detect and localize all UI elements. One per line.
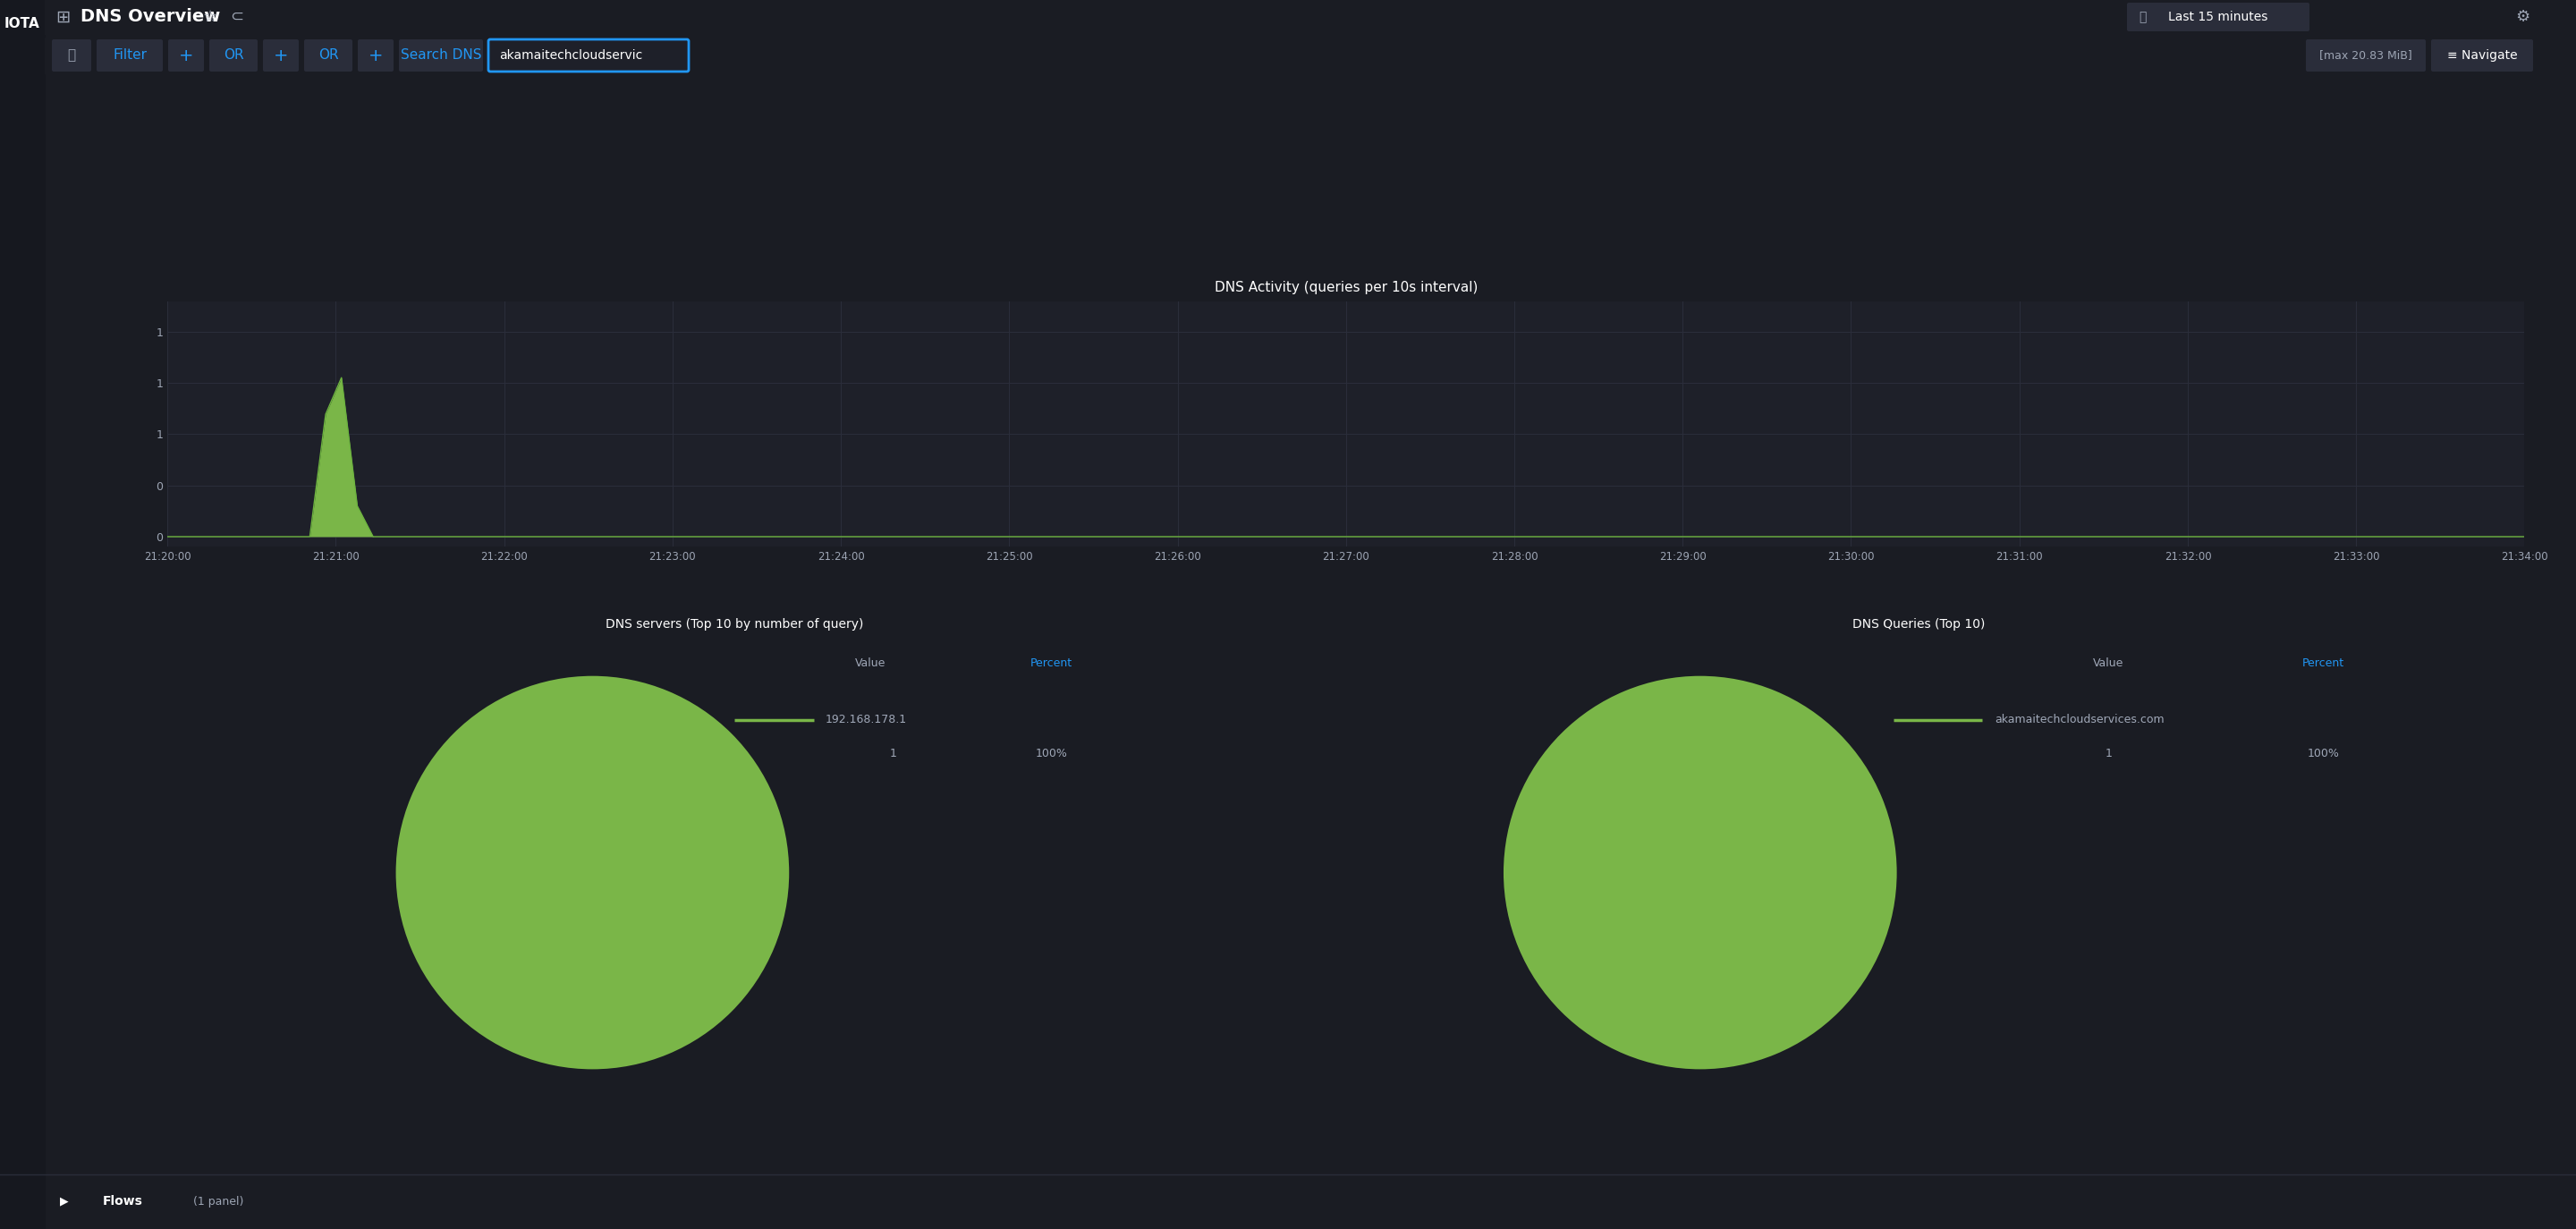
Text: 1: 1 bbox=[2105, 748, 2112, 760]
FancyBboxPatch shape bbox=[2128, 2, 2311, 31]
Text: ☆: ☆ bbox=[204, 9, 216, 25]
Text: Search DNS: Search DNS bbox=[399, 49, 482, 63]
Text: DNS servers (Top 10 by number of query): DNS servers (Top 10 by number of query) bbox=[605, 618, 863, 630]
Bar bbox=[0, 0, 44, 1229]
Text: Percent: Percent bbox=[1030, 658, 1072, 670]
FancyBboxPatch shape bbox=[98, 39, 162, 71]
Text: +: + bbox=[273, 47, 289, 64]
Text: 1: 1 bbox=[889, 748, 896, 760]
Text: [max 20.83 MiB]: [max 20.83 MiB] bbox=[2318, 49, 2411, 61]
Text: Filter: Filter bbox=[113, 49, 147, 63]
Text: ⊂: ⊂ bbox=[229, 9, 245, 25]
Text: Percent: Percent bbox=[2303, 658, 2344, 670]
Wedge shape bbox=[397, 676, 788, 1069]
Text: 100%: 100% bbox=[2308, 748, 2339, 760]
Text: 100%: 100% bbox=[1036, 748, 1066, 760]
FancyBboxPatch shape bbox=[358, 39, 394, 71]
Text: akamaitechcloudservic: akamaitechcloudservic bbox=[500, 49, 641, 61]
Text: Flows: Flows bbox=[103, 1195, 144, 1208]
Wedge shape bbox=[1504, 676, 1896, 1069]
Text: Value: Value bbox=[855, 658, 886, 670]
Text: Value: Value bbox=[2094, 658, 2123, 670]
Text: 192.168.178.1: 192.168.178.1 bbox=[824, 714, 907, 726]
FancyBboxPatch shape bbox=[489, 39, 688, 71]
Bar bbox=[44, 38, 2576, 74]
Text: +: + bbox=[178, 47, 193, 64]
Bar bbox=[44, 0, 2576, 34]
Text: (1 panel): (1 panel) bbox=[193, 1196, 245, 1207]
Text: ≡ Navigate: ≡ Navigate bbox=[2447, 49, 2517, 61]
Text: DNS Queries (Top 10): DNS Queries (Top 10) bbox=[1852, 618, 1986, 630]
FancyBboxPatch shape bbox=[304, 39, 353, 71]
Text: 🗑: 🗑 bbox=[67, 49, 75, 63]
Text: OR: OR bbox=[224, 49, 245, 63]
Text: ▶: ▶ bbox=[59, 1196, 70, 1207]
FancyBboxPatch shape bbox=[167, 39, 204, 71]
Text: Last 15 minutes: Last 15 minutes bbox=[2169, 11, 2267, 23]
Title: DNS Activity (queries per 10s interval): DNS Activity (queries per 10s interval) bbox=[1213, 280, 1479, 294]
FancyBboxPatch shape bbox=[209, 39, 258, 71]
Text: ⚙: ⚙ bbox=[2514, 9, 2530, 25]
Text: 🕐: 🕐 bbox=[2138, 11, 2146, 23]
FancyBboxPatch shape bbox=[52, 39, 90, 71]
Text: ⊞: ⊞ bbox=[54, 9, 70, 26]
FancyBboxPatch shape bbox=[263, 39, 299, 71]
FancyBboxPatch shape bbox=[2432, 39, 2532, 71]
FancyBboxPatch shape bbox=[399, 39, 484, 71]
FancyBboxPatch shape bbox=[2306, 39, 2427, 71]
Text: IOTA: IOTA bbox=[5, 17, 41, 31]
Text: DNS Overview: DNS Overview bbox=[80, 9, 222, 26]
Text: akamaitechcloudservices.com: akamaitechcloudservices.com bbox=[1994, 714, 2164, 726]
Text: +: + bbox=[368, 47, 384, 64]
Text: OR: OR bbox=[319, 49, 337, 63]
